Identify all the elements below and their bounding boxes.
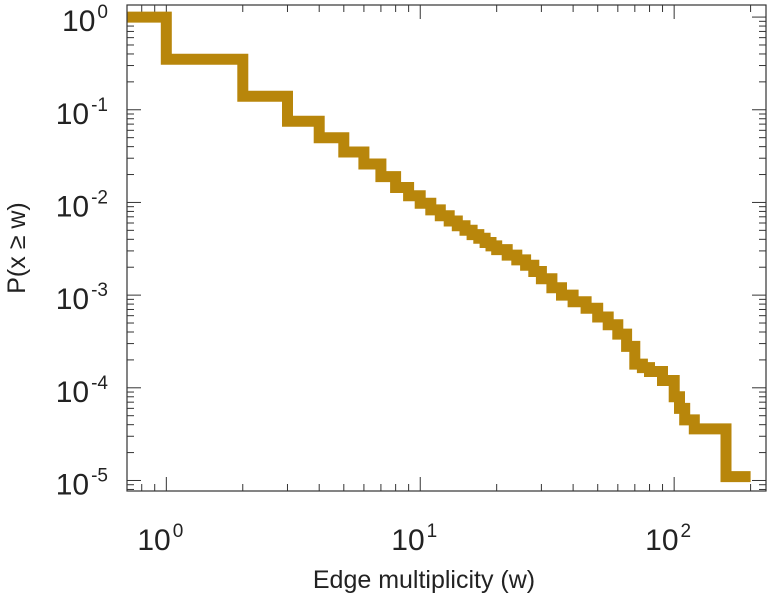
x-tick-label: 10 0	[137, 521, 183, 557]
x-axis-label: Edge multiplicity (w)	[313, 566, 535, 594]
plot-frame	[126, 4, 767, 492]
y-tick-label: 10 0	[62, 2, 108, 38]
y-tick-label: 10 -4	[56, 373, 109, 409]
tick-labels: 10 0 10 1 10 2 10 0 10 -1 10 -2 10 -3 10 -4 10 -5	[56, 2, 691, 557]
y-axis-label: P(x ≥ w)	[3, 202, 31, 294]
y-tick-label: 10 -5	[56, 465, 108, 501]
x-tick-label: 10 2	[645, 521, 691, 557]
axis-ticks	[126, 5, 766, 491]
y-tick-label: 10 -3	[56, 280, 108, 316]
y-tick-label: 10 -1	[56, 95, 108, 131]
x-tick-label: 10 1	[391, 521, 437, 557]
data-series-line	[127, 11, 751, 483]
y-tick-label: 10 -2	[56, 187, 108, 223]
